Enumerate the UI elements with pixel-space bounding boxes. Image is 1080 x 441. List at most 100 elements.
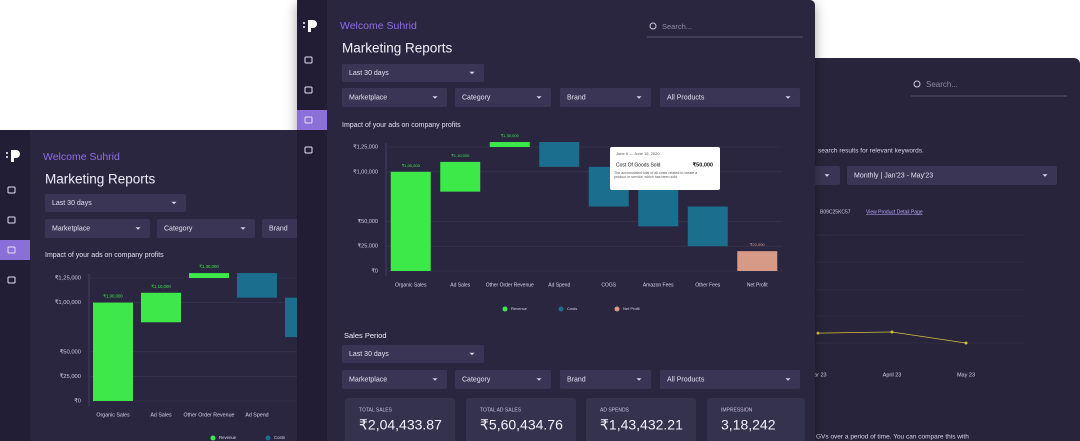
kpi-label: TOTAL SALES <box>359 407 393 413</box>
dropdown-box <box>660 370 800 389</box>
dropdown-label: Category <box>462 376 491 383</box>
nav-icon[interactable] <box>304 146 313 154</box>
dropdown-label: Category <box>462 94 491 101</box>
dropdown-box <box>455 88 551 107</box>
kpi-card: TOTAL AD SALES ₹5,60,434.76 <box>466 398 576 441</box>
dropdown[interactable]: Last 30 days <box>342 64 484 82</box>
dropdown-box <box>847 166 1057 185</box>
tooltip-text: The accumulated total of all costs relat… <box>614 171 698 180</box>
value-label: ₹20,000 <box>750 242 766 247</box>
bar <box>737 251 778 271</box>
tooltip-date: June 9 — June 15, 2020 <box>616 151 660 156</box>
dropdown-box <box>45 219 150 238</box>
y-tick-label: ₹1,00,000 <box>55 299 81 306</box>
nav-icon[interactable] <box>304 86 313 94</box>
chevron <box>636 378 642 381</box>
dropdown-label: Brand <box>567 94 586 101</box>
y-tick-label: ₹25,000 <box>60 373 81 380</box>
dropdown-label: Last 30 days <box>349 351 389 358</box>
dropdown-label: Category <box>164 225 193 232</box>
window-bg <box>790 58 1080 441</box>
logo-dot <box>303 26 305 28</box>
section-title: Sales Period <box>344 331 387 340</box>
x-tick-label: Ad Sales <box>450 282 471 288</box>
kpi-value: ₹2,04,433.87 <box>359 417 442 433</box>
nav-icon[interactable] <box>7 186 16 194</box>
tooltip-value: ₹50,000 <box>693 161 713 168</box>
legend-label: Net Profit <box>623 306 641 311</box>
kpi-label: AD SPENDS <box>600 407 630 413</box>
dropdown[interactable]: Monthly | Jan'23 - May'23 <box>847 166 1057 185</box>
dropdown-box <box>342 370 447 389</box>
dropdown[interactable]: All Products <box>660 88 800 107</box>
dropdown[interactable]: Marketplace <box>342 88 447 107</box>
value-label: ₹1,00,000 <box>402 163 421 168</box>
tooltip-name: Cost Of Goods Sold <box>616 162 661 168</box>
kpi-label: IMPRESSION <box>721 407 753 413</box>
chevron <box>240 227 246 230</box>
legend-marker <box>558 306 564 312</box>
dropdown[interactable]: Brand <box>560 370 651 389</box>
kpi-bg <box>707 398 805 441</box>
dropdown-label: Monthly | Jan'23 - May'23 <box>854 172 933 179</box>
dropdown[interactable]: Brand <box>262 219 353 238</box>
dropdown[interactable]: Category <box>157 219 255 238</box>
dropdown[interactable]: Last 30 days <box>342 345 484 363</box>
kpi-value: ₹1,43,432.21 <box>600 417 683 433</box>
x-tick-label: Organic Sales <box>395 282 427 288</box>
bar <box>539 142 580 167</box>
bar <box>189 273 229 278</box>
nav-icon[interactable] <box>7 276 16 284</box>
bar <box>687 206 728 247</box>
chart-title: Impact of your ads on company profits <box>342 122 461 129</box>
page-title: Marketing Reports <box>342 41 453 56</box>
dropdown[interactable]: Category <box>455 88 551 107</box>
legend-label: Revenue <box>511 306 528 311</box>
trend-point <box>816 331 820 335</box>
logo <box>308 20 317 32</box>
kpi-bg <box>586 398 696 441</box>
dropdown[interactable]: Marketplace <box>45 219 150 238</box>
y-tick-label: ₹0 <box>74 398 81 405</box>
dropdown[interactable]: Brand <box>560 88 651 107</box>
dropdown[interactable]: All Products <box>660 370 800 389</box>
nav-icon[interactable] <box>304 56 313 64</box>
window-right: Search... search results for relevant key… <box>790 58 1080 441</box>
kpi-bg <box>345 398 455 441</box>
dropdown-box <box>342 88 447 107</box>
dropdown-label: Brand <box>269 225 288 232</box>
y-tick-label: ₹1,25,000 <box>353 143 378 150</box>
dropdown-label: Last 30 days <box>349 70 389 77</box>
logo-dot <box>6 152 8 154</box>
dropdown-label: Marketplace <box>349 94 387 101</box>
x-tick-label: Mar 23 <box>809 372 826 378</box>
chevron <box>824 174 830 177</box>
dropdown[interactable]: Category <box>455 370 551 389</box>
legend-label: Revenue <box>219 435 237 440</box>
dropdown-box <box>342 345 484 363</box>
chevron <box>432 96 438 99</box>
dropdown[interactable]: Last 30 days <box>45 194 186 212</box>
dropdown-box <box>660 88 800 107</box>
chevron <box>636 96 642 99</box>
value-label: ₹1,00,000 <box>103 294 123 299</box>
product-link[interactable]: View Product Detail Page <box>866 209 923 215</box>
welcome: Welcome Suhrid <box>43 151 120 163</box>
value-label: ₹1,30,000 <box>501 133 520 138</box>
nav-icon[interactable] <box>7 246 16 254</box>
legend-marker <box>210 435 216 441</box>
chevron <box>536 378 542 381</box>
legend-label: Costs <box>567 306 577 311</box>
x-tick-label: Other Fees <box>695 282 721 288</box>
nav-icon[interactable] <box>7 216 16 224</box>
chevron <box>785 96 791 99</box>
bar <box>237 273 277 298</box>
window-left: Welcome Suhrid Marketing Reports Last 30 d… <box>0 130 353 441</box>
kpi-value: ₹5,60,434.76 <box>480 417 563 433</box>
dropdown[interactable]: Marketplace <box>342 370 447 389</box>
tooltip: June 9 — June 15, 2020 Cost Of Goods Sold… <box>610 147 720 190</box>
kpi-card: AD SPENDS ₹1,43,432.21 <box>586 398 696 441</box>
x-tick-label: Other Order Revenue <box>486 282 534 288</box>
nav-icon[interactable] <box>304 116 313 124</box>
dropdown-box <box>45 194 186 212</box>
